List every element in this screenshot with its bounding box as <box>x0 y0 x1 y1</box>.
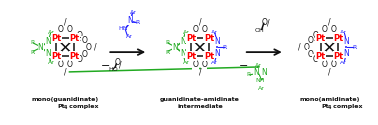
Text: OH: OH <box>255 28 265 33</box>
Text: R: R <box>165 40 169 45</box>
Text: Ar: Ar <box>211 30 217 35</box>
Text: Ar: Ar <box>258 86 265 91</box>
Text: Pt: Pt <box>322 104 329 109</box>
Text: R: R <box>31 50 35 55</box>
Text: Pt: Pt <box>186 52 196 61</box>
Text: Pt: Pt <box>333 52 344 61</box>
Text: Pt: Pt <box>204 52 214 61</box>
Text: NH: NH <box>255 78 265 83</box>
Text: N: N <box>180 37 186 46</box>
Text: Ar: Ar <box>126 34 133 39</box>
Text: 4: 4 <box>328 106 332 110</box>
Text: N: N <box>344 37 349 46</box>
Text: /: / <box>64 67 67 76</box>
Text: R: R <box>31 40 35 45</box>
Text: Ar: Ar <box>130 10 136 15</box>
Text: O: O <box>67 60 73 70</box>
Text: O: O <box>201 25 208 34</box>
Text: O: O <box>322 60 328 70</box>
Text: O: O <box>67 25 73 34</box>
Text: /: / <box>298 43 301 52</box>
Text: Pt: Pt <box>333 34 344 43</box>
Text: Ar: Ar <box>183 60 189 64</box>
Text: 4: 4 <box>64 106 67 110</box>
Text: O: O <box>85 43 91 52</box>
Text: R: R <box>223 45 227 50</box>
Text: O: O <box>58 25 64 34</box>
Text: guanidinate-amidinate: guanidinate-amidinate <box>160 97 240 102</box>
Text: O: O <box>331 25 337 34</box>
Text: O: O <box>192 25 198 34</box>
Text: O: O <box>201 60 208 70</box>
Text: O: O <box>331 60 337 70</box>
Text: Pt: Pt <box>315 52 325 61</box>
Text: N: N <box>127 16 133 25</box>
Text: Pt: Pt <box>186 34 196 43</box>
Text: Pt: Pt <box>315 34 325 43</box>
Text: O: O <box>58 60 64 70</box>
Text: intermediate: intermediate <box>177 104 223 109</box>
Text: Ar: Ar <box>183 30 189 35</box>
Text: R: R <box>247 72 251 77</box>
Text: Ar: Ar <box>340 60 347 64</box>
Text: O: O <box>114 58 120 68</box>
Text: /: / <box>328 18 331 27</box>
Text: R: R <box>165 50 169 55</box>
Text: HN: HN <box>118 26 128 31</box>
Text: Pt: Pt <box>69 34 79 43</box>
Text: /: / <box>267 19 270 28</box>
Text: O: O <box>322 25 328 34</box>
Text: mono(guanidinate): mono(guanidinate) <box>32 97 99 102</box>
Text: /: / <box>199 18 201 27</box>
Text: O: O <box>308 36 313 45</box>
Text: Pt: Pt <box>204 34 214 43</box>
Text: −: − <box>101 61 110 71</box>
Text: N: N <box>344 49 349 58</box>
Text: O: O <box>304 43 310 52</box>
Text: O: O <box>313 54 319 64</box>
Text: /: / <box>94 43 97 52</box>
Text: N: N <box>46 37 51 46</box>
Text: Ar: Ar <box>48 30 55 35</box>
Text: Ar: Ar <box>211 60 217 64</box>
Text: N: N <box>214 49 220 58</box>
Text: Ar: Ar <box>255 64 262 68</box>
Text: N: N <box>46 49 51 58</box>
Text: mono(amidinate): mono(amidinate) <box>299 97 360 102</box>
Text: HO: HO <box>108 67 118 72</box>
Text: O: O <box>308 50 313 59</box>
Text: Pt: Pt <box>51 34 62 43</box>
Text: R: R <box>135 20 139 25</box>
Text: O: O <box>81 50 87 59</box>
Text: complex: complex <box>67 104 99 109</box>
Text: N: N <box>214 37 220 46</box>
Text: Pt: Pt <box>69 52 79 61</box>
Text: /: / <box>199 67 201 76</box>
Text: O: O <box>76 54 82 64</box>
Text: O: O <box>192 60 198 70</box>
Text: −: − <box>239 61 248 71</box>
Text: N: N <box>172 43 178 52</box>
Text: N: N <box>180 49 186 58</box>
Text: O: O <box>81 36 87 45</box>
Text: /: / <box>119 60 122 70</box>
Text: complex: complex <box>332 104 363 109</box>
Text: O: O <box>313 31 319 40</box>
Text: R: R <box>352 45 356 50</box>
Text: N: N <box>38 43 43 52</box>
Text: Pt: Pt <box>51 52 62 61</box>
Text: N: N <box>253 68 259 77</box>
Text: Ar: Ar <box>48 60 55 64</box>
Text: O: O <box>76 31 82 40</box>
Text: /: / <box>64 18 67 27</box>
Text: O: O <box>262 18 268 27</box>
Text: /: / <box>328 67 331 76</box>
Text: N: N <box>261 68 266 77</box>
Text: Pt: Pt <box>58 104 65 109</box>
Text: Ar: Ar <box>340 30 347 35</box>
